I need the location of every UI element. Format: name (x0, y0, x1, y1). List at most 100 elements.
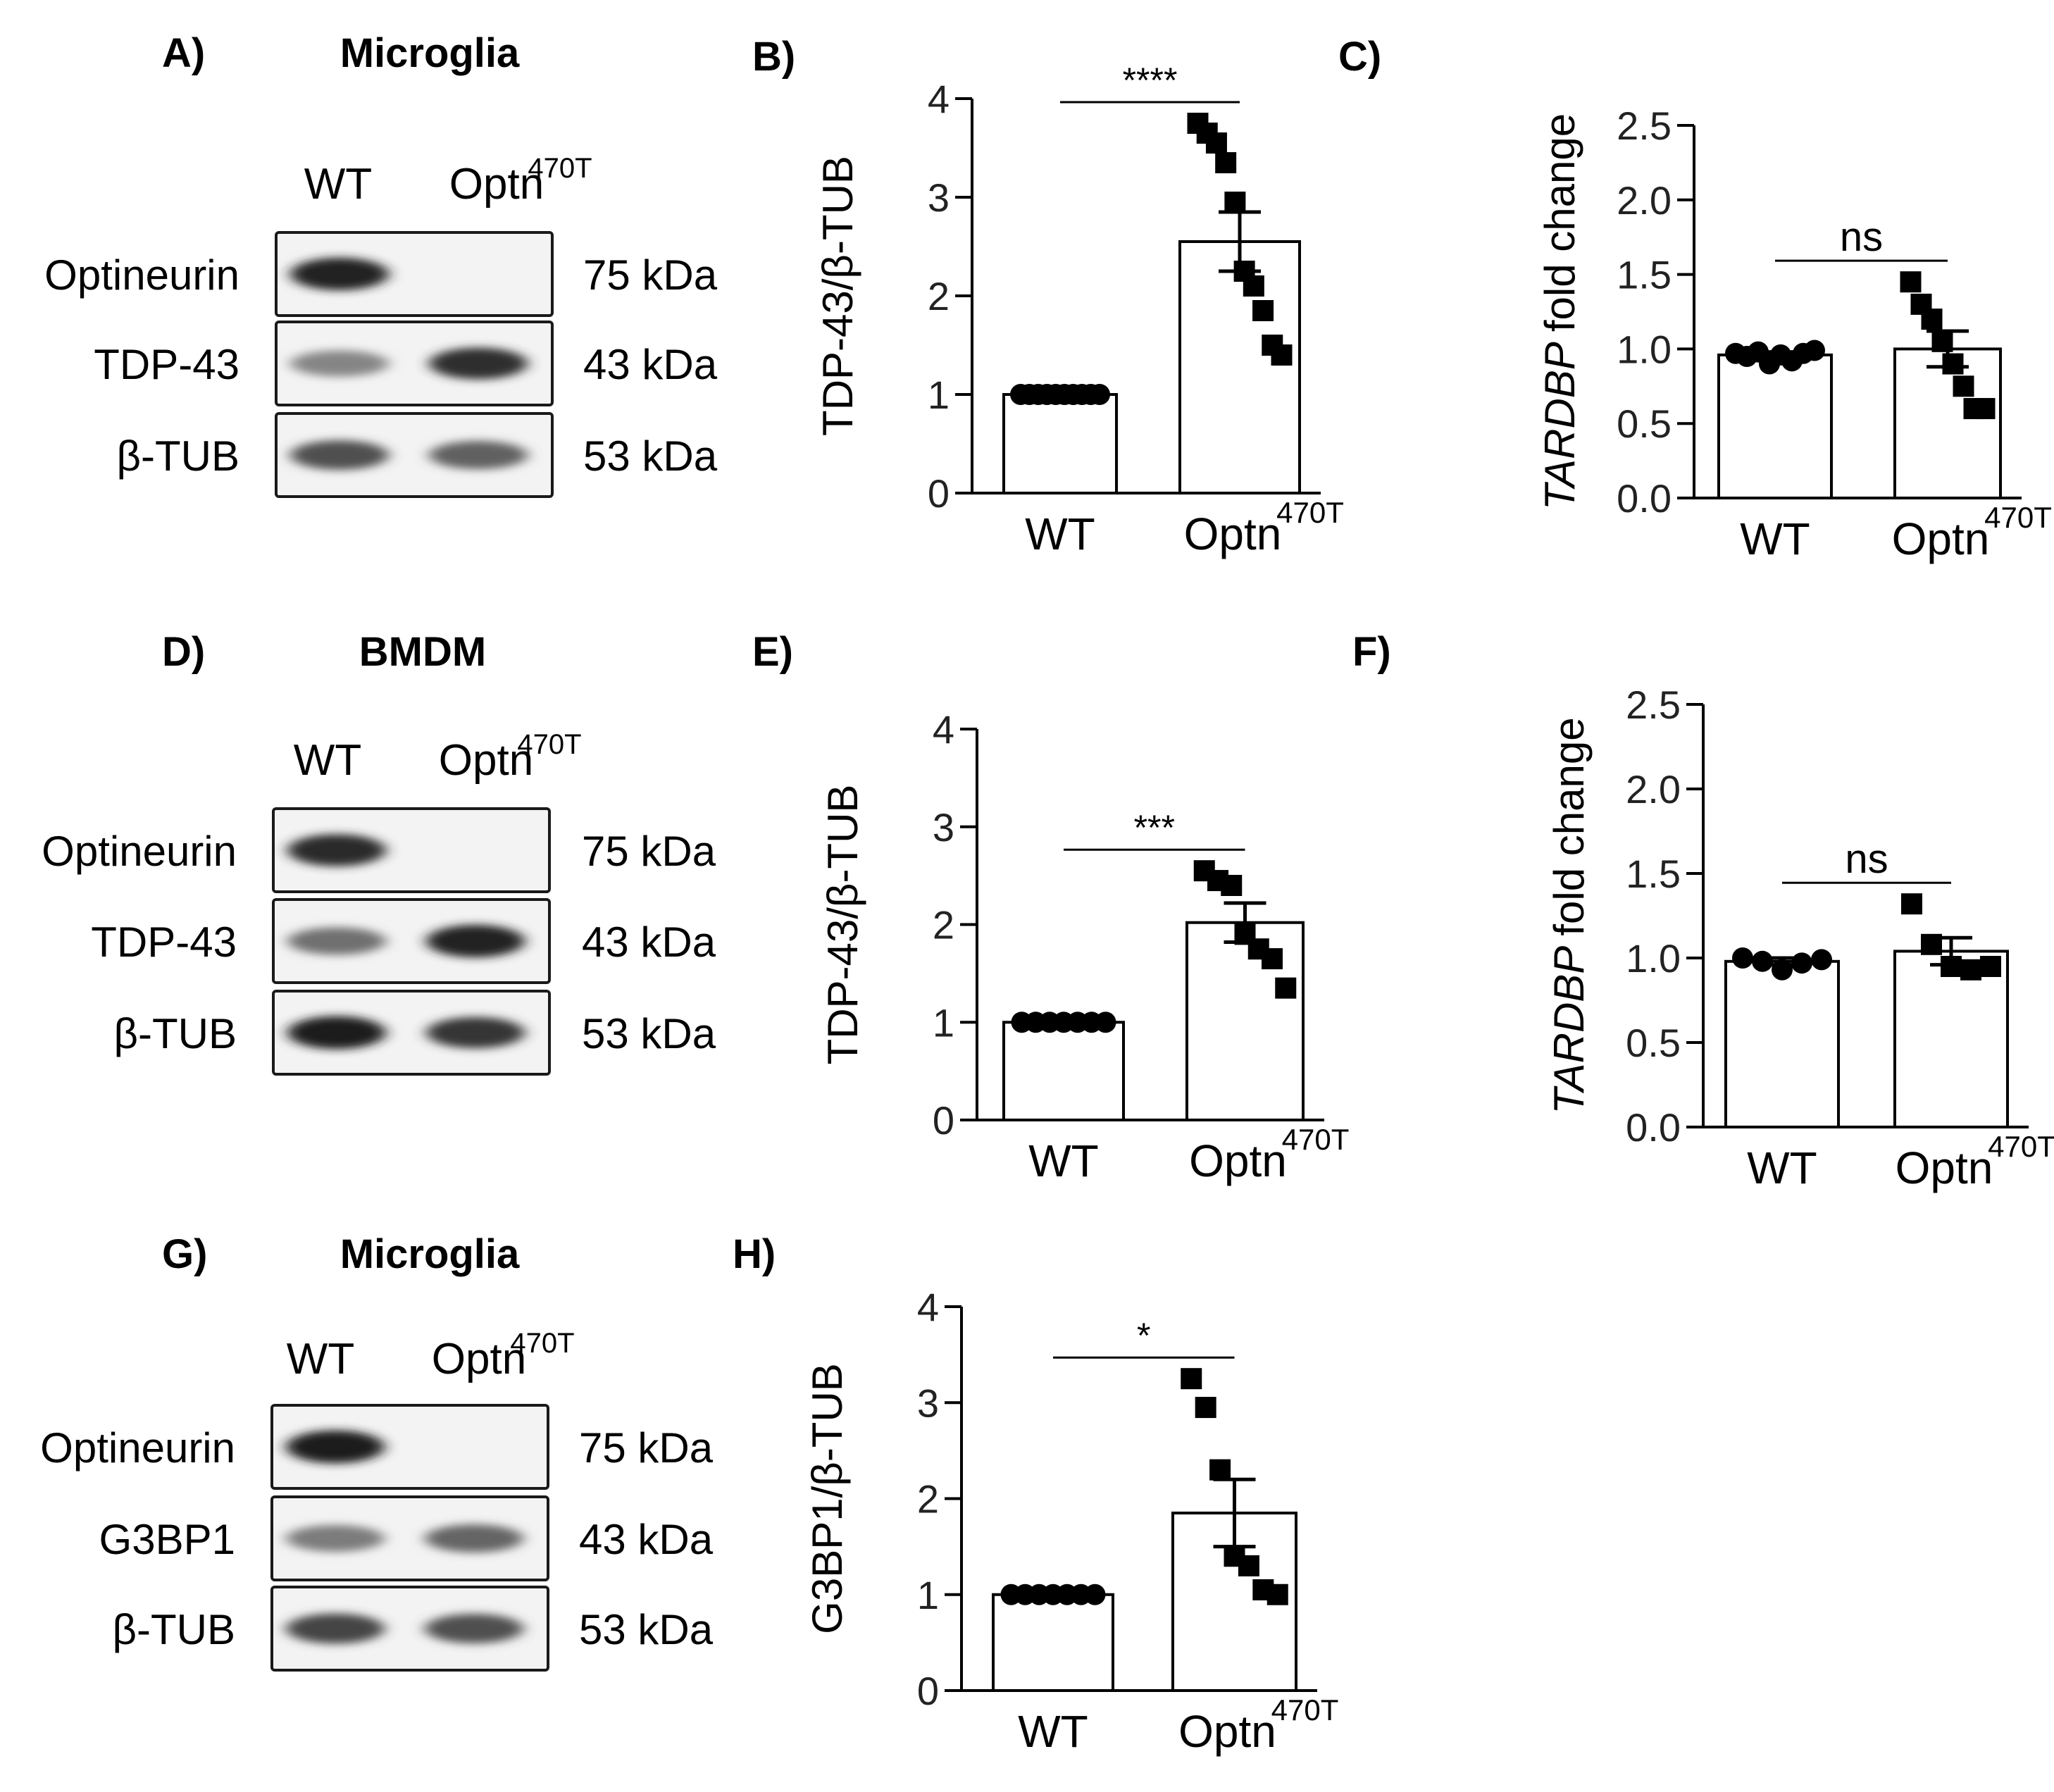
x-tick-label-wt: WT (1747, 1143, 1817, 1193)
significance-label: * (1137, 1316, 1150, 1355)
bar-wt (1724, 959, 1840, 1129)
y-tick-label: 2.5 (1617, 104, 1672, 148)
x-tick-label-wt: WT (1028, 1135, 1099, 1186)
blot-band (429, 347, 528, 380)
data-point (1181, 1368, 1202, 1390)
blot-membrane (272, 990, 551, 1076)
blot-membrane (272, 807, 551, 893)
significance-label: **** (1123, 61, 1178, 100)
y-axis-label-gene: TARDBP (1545, 946, 1593, 1114)
x-tick-label-superscript: 470T (1282, 1123, 1350, 1156)
y-tick-label: 2.5 (1626, 683, 1681, 727)
x-tick-label-optn: Optn (1896, 1143, 1993, 1193)
y-axis-label-text: fold change (1536, 113, 1583, 332)
data-point (1215, 152, 1237, 173)
blot-row: TDP-43 43 kDa (94, 321, 718, 406)
blot-row: β-TUB 53 kDa (113, 1586, 714, 1672)
data-point (1960, 959, 1981, 981)
x-tick-label-optn: Optn (1184, 509, 1282, 559)
data-point (1209, 1459, 1231, 1481)
y-tick-label: 1.5 (1617, 253, 1672, 297)
y-tick-label: 1 (933, 1000, 954, 1045)
protein-label: Optineurin (44, 251, 239, 299)
y-tick-label: 4 (928, 77, 950, 121)
data-point (1942, 353, 1964, 375)
blot-membrane (272, 898, 551, 984)
x-tick-label-superscript: 470T (1984, 501, 2052, 534)
data-point (1224, 192, 1246, 213)
chart-c: C) 0.0 0.5 1.0 1.5 2.0 2.5 TARDBP fold change ns W… (1338, 34, 2052, 564)
y-tick-label: 4 (917, 1285, 939, 1329)
x-tick-label-wt: WT (1018, 1706, 1088, 1757)
lane-label-superscript: 470T (517, 729, 581, 760)
data-point (1238, 1555, 1259, 1576)
bar-optn (1893, 950, 2009, 1129)
molecular-weight-label: 75 kDa (583, 251, 718, 299)
lane-label-wt: WT (287, 1335, 354, 1383)
lane-label-wt: WT (304, 160, 372, 209)
data-point (1804, 340, 1825, 361)
data-point (1752, 950, 1773, 972)
molecular-weight-label: 75 kDa (582, 828, 716, 875)
data-point (1811, 949, 1832, 971)
protein-label: β-TUB (113, 1606, 236, 1653)
y-axis-label-gene: TARDBP (1536, 342, 1583, 510)
y-tick-label: 0.5 (1626, 1021, 1681, 1065)
chart-f: F) 0.0 0.5 1.0 1.5 2.0 2.5 TARDBP fold change ns W… (1352, 629, 2054, 1193)
y-tick-label: 0 (917, 1669, 939, 1713)
y-tick-label: 3 (928, 175, 950, 220)
protein-label: TDP-43 (91, 919, 237, 966)
y-tick-label: 2.0 (1626, 767, 1681, 811)
y-tick-label: 0.0 (1617, 476, 1672, 521)
panel-letter: E) (752, 629, 793, 675)
blot-band (286, 1525, 385, 1552)
blot-title: Microglia (340, 1231, 520, 1277)
molecular-weight-label: 53 kDa (582, 1010, 716, 1057)
y-tick-label: 1.0 (1617, 327, 1672, 371)
blot-title: BMDM (359, 629, 486, 675)
y-tick-label: 2 (917, 1477, 939, 1522)
bar-optn (1185, 921, 1305, 1121)
x-tick-label-superscript: 470T (1276, 496, 1344, 529)
molecular-weight-label: 43 kDa (582, 919, 716, 966)
blot-band (426, 1016, 525, 1049)
blot-band (290, 350, 389, 377)
significance-label: ns (1840, 214, 1883, 260)
blot-row: β-TUB 53 kDa (117, 412, 718, 498)
y-axis-label: TDP-43/β-TUB (814, 156, 861, 436)
lane-label-optn: Optn (449, 160, 544, 209)
blot-band (290, 440, 389, 470)
blot-row: Optineurin 75 kDa (42, 807, 716, 893)
y-tick-label: 2.0 (1617, 178, 1672, 223)
lane-label-optn: Optn (432, 1335, 526, 1383)
blot-membrane (275, 412, 554, 498)
blot-membrane (275, 231, 554, 317)
x-tick-label-wt: WT (1740, 514, 1810, 564)
data-point (1901, 893, 1922, 915)
bar-wt (992, 1593, 1114, 1692)
blot-title: Microglia (340, 30, 520, 76)
bar-optn (1178, 240, 1301, 494)
x-tick-label-optn: Optn (1892, 514, 1990, 564)
x-tick-label-superscript: 470T (1271, 1693, 1339, 1726)
data-point (1195, 1397, 1216, 1419)
lane-label-wt: WT (294, 736, 361, 785)
data-point (1221, 875, 1243, 896)
blot-membrane (275, 321, 554, 406)
y-tick-label: 3 (933, 805, 954, 850)
y-tick-label: 1 (917, 1573, 939, 1617)
blot-row: TDP-43 43 kDa (91, 898, 716, 984)
panel-letter: A) (162, 30, 205, 76)
x-tick-label-optn: Optn (1189, 1135, 1287, 1186)
blot-row: G3BP1 43 kDa (99, 1495, 714, 1581)
data-point (1271, 344, 1293, 366)
molecular-weight-label: 43 kDa (579, 1516, 714, 1563)
data-point (1974, 398, 1996, 420)
x-tick-label-superscript: 470T (1988, 1130, 2054, 1163)
